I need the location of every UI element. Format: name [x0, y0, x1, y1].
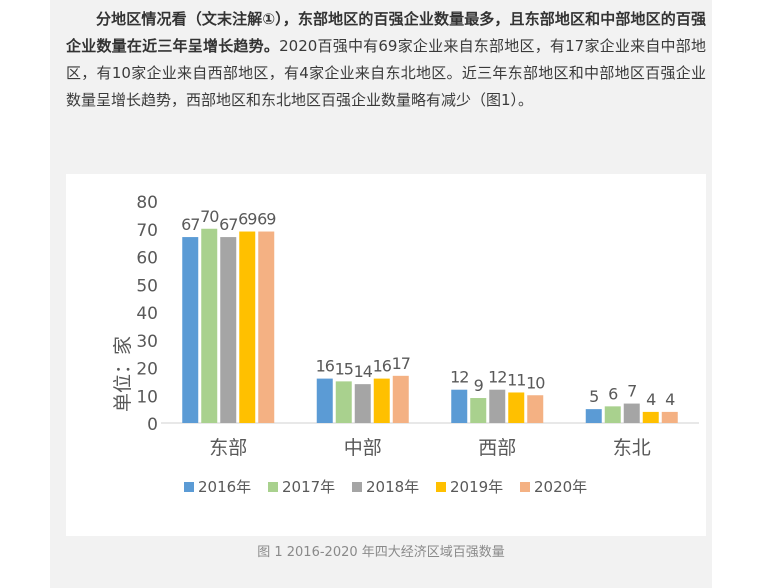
bar	[373, 378, 390, 423]
x-tick-label: 东部	[209, 437, 247, 459]
bar	[661, 411, 678, 423]
data-label: 16	[373, 357, 392, 376]
bar	[182, 237, 199, 423]
legend-swatch	[268, 482, 278, 492]
data-label: 67	[181, 215, 199, 234]
x-tick-label: 中部	[344, 437, 382, 459]
legend-label: 2017年	[282, 478, 335, 496]
legend-swatch	[436, 482, 446, 492]
y-tick-label: 80	[136, 193, 158, 213]
bar	[527, 395, 544, 423]
chart-container: 0 10 20 30 40 50 60 70 80 67 70 67 69 69 16 15 14 16 17 12…	[66, 174, 706, 536]
figure-caption: 图 1 2016-2020 年四大经济区域百强数量	[257, 545, 505, 560]
bar	[335, 381, 352, 423]
bar	[451, 389, 468, 423]
data-label: 12	[488, 368, 506, 387]
bar	[258, 231, 275, 423]
paragraph-text: 2020百强中有69家企业来自东部地区，有17家企业来自中部地区，有10家企业来…	[66, 37, 706, 109]
bar	[239, 231, 256, 423]
data-label: 5	[589, 387, 598, 406]
data-label: 69	[238, 210, 257, 229]
y-tick-label: 40	[136, 304, 158, 324]
data-label: 4	[646, 390, 656, 409]
bar	[489, 389, 506, 423]
paragraph: 分地区情况看（文末注解①），东部地区的百强企业数量最多，且东部地区和中部地区的百…	[66, 6, 706, 114]
data-label: 16	[316, 357, 335, 376]
x-tick-label: 西部	[478, 437, 516, 459]
y-tick-label: 10	[136, 387, 158, 407]
data-label: 4	[665, 390, 675, 409]
data-label: 9	[474, 376, 484, 395]
data-label: 15	[335, 359, 353, 378]
bar	[508, 392, 525, 423]
data-label: 10	[526, 373, 545, 392]
bar	[604, 406, 621, 423]
bar	[316, 378, 333, 423]
bar	[623, 403, 640, 423]
bar	[201, 228, 218, 423]
bar	[354, 384, 371, 423]
paragraph-bold: 分地区情况看（文末注解①），东部地区的百强企业数量最多，且东部地区和中部地区的百…	[66, 10, 706, 55]
legend-label: 2019年	[450, 478, 503, 496]
data-label: 17	[392, 354, 410, 373]
data-label: 14	[354, 362, 373, 381]
data-label: 7	[627, 382, 636, 401]
y-tick-label: 20	[136, 360, 158, 380]
y-axis-label: 单位：家	[112, 336, 134, 412]
bar	[220, 237, 237, 423]
y-tick-label: 0	[147, 415, 158, 435]
data-label: 70	[200, 207, 219, 226]
data-label: 69	[257, 210, 276, 229]
data-label: 12	[450, 368, 468, 387]
bar	[642, 411, 659, 423]
y-tick-label: 50	[136, 276, 158, 296]
data-label: 67	[219, 215, 237, 234]
legend-swatch	[520, 482, 530, 492]
legend-swatch	[184, 482, 194, 492]
x-tick-label: 东北	[613, 437, 651, 459]
legend-label: 2016年	[198, 478, 251, 496]
legend-swatch	[352, 482, 362, 492]
bar	[470, 398, 487, 423]
data-label: 11	[507, 370, 525, 389]
legend-label: 2020年	[534, 478, 587, 496]
bar	[392, 375, 409, 423]
y-tick-label: 30	[136, 332, 158, 352]
data-label: 6	[608, 384, 618, 403]
y-tick-label: 70	[136, 221, 158, 241]
bar	[585, 409, 602, 423]
y-tick-label: 60	[136, 249, 158, 269]
legend-label: 2018年	[366, 478, 419, 496]
